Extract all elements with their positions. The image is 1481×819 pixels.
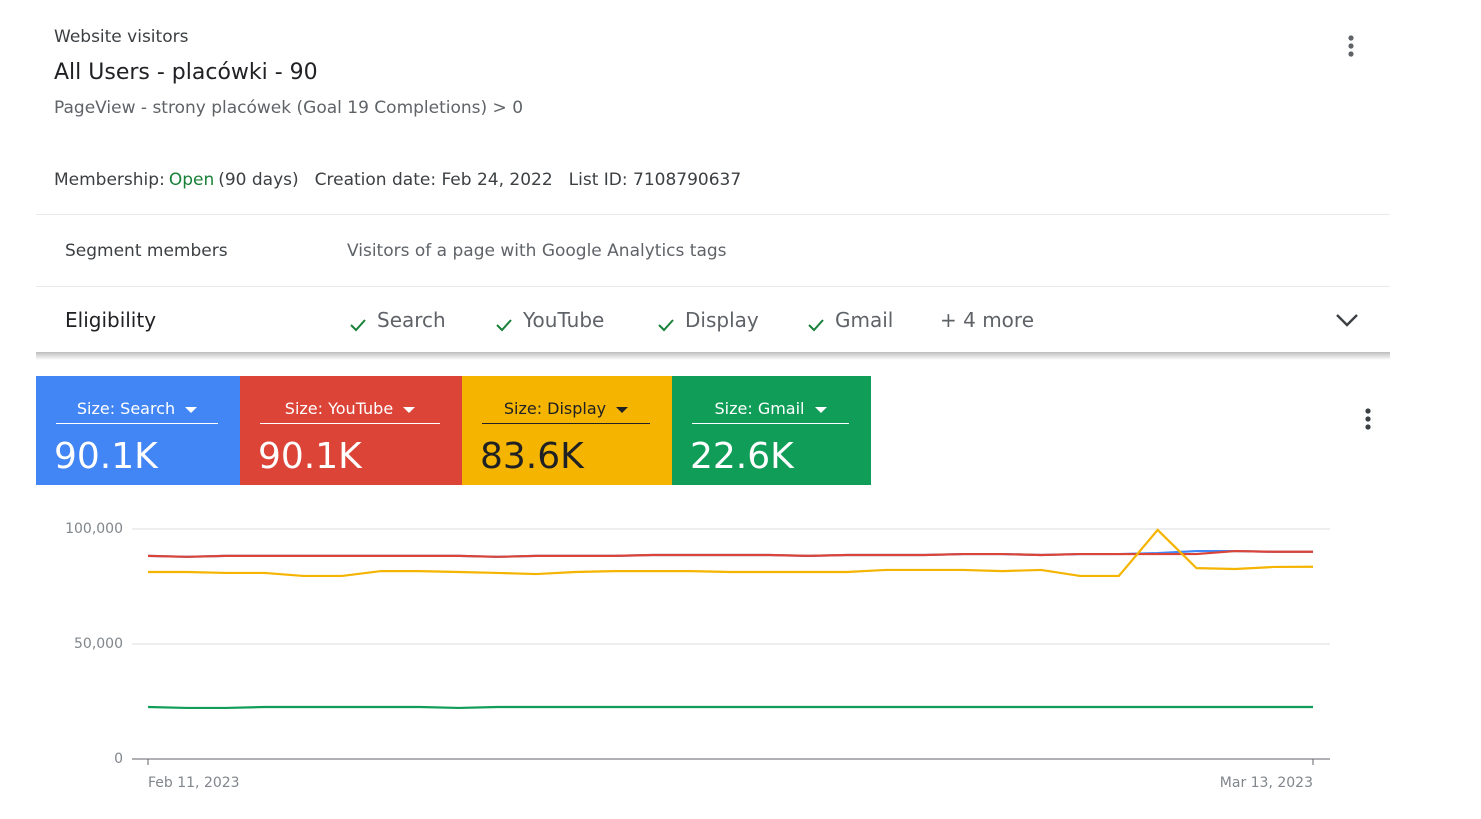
expand-icon[interactable]: [1335, 312, 1359, 328]
card-label[interactable]: Size: Search: [56, 399, 218, 424]
chart-menu[interactable]: [1360, 407, 1376, 433]
membership-status: Open: [168, 170, 215, 190]
list-title: All Users - placówki - 90: [54, 60, 318, 85]
divider: [36, 214, 1390, 215]
check-icon: [350, 319, 366, 332]
card-value: 90.1K: [54, 436, 158, 477]
x-tick-label: Feb 11, 2023: [148, 775, 240, 791]
check-icon: [808, 319, 824, 332]
card-value: 90.1K: [258, 436, 362, 477]
eligibility-item: YouTube: [523, 308, 605, 332]
check-icon: [496, 319, 512, 332]
eligibility-item: Gmail: [835, 308, 894, 332]
more-menu[interactable]: [1343, 34, 1359, 60]
y-tick-label: 100,000: [65, 521, 123, 537]
membership-label: Membership:: [54, 170, 165, 190]
segment-label: Segment members: [65, 241, 228, 261]
list-id: List ID: 7108790637: [568, 170, 742, 190]
metric-card[interactable]: Size: Display 83.6K: [462, 376, 672, 485]
more-link[interactable]: + 4 more: [940, 308, 1035, 332]
eligibility-item: Search: [377, 308, 446, 332]
membership: Membership: Open (90 days) Creation date: F…: [54, 170, 745, 190]
creation-date: Creation date: Feb 24, 2022: [314, 170, 553, 190]
y-tick-label: 0: [114, 751, 123, 767]
series-line: [147, 549, 1313, 558]
metric-card[interactable]: Size: YouTube 90.1K: [240, 376, 462, 485]
series-line: [148, 528, 1314, 578]
shadow: [36, 352, 1390, 360]
membership-duration: (90 days): [218, 170, 299, 190]
eligibility-label: Eligibility: [65, 308, 157, 332]
check-icon: [658, 319, 674, 332]
card-value: 83.6K: [480, 436, 584, 477]
list-rule: PageView - strony placówek (Goal 19 Comp…: [54, 98, 524, 118]
eligibility-item: Display: [685, 308, 759, 332]
metric-card[interactable]: Size: Gmail 22.6K: [672, 376, 871, 485]
segment-value: Visitors of a page with Google Analytics…: [347, 241, 727, 261]
card-label[interactable]: Size: Display: [482, 399, 650, 424]
y-tick-label: 50,000: [74, 636, 123, 652]
kicker: Website visitors: [54, 27, 189, 47]
card-value: 22.6K: [690, 436, 794, 477]
series-line: [147, 705, 1313, 710]
x-tick-label: Mar 13, 2023: [1220, 775, 1313, 791]
divider: [36, 286, 1390, 287]
card-label[interactable]: Size: Gmail: [692, 399, 849, 424]
metric-card[interactable]: Size: Search 90.1K: [36, 376, 240, 485]
card-label[interactable]: Size: YouTube: [260, 399, 440, 424]
